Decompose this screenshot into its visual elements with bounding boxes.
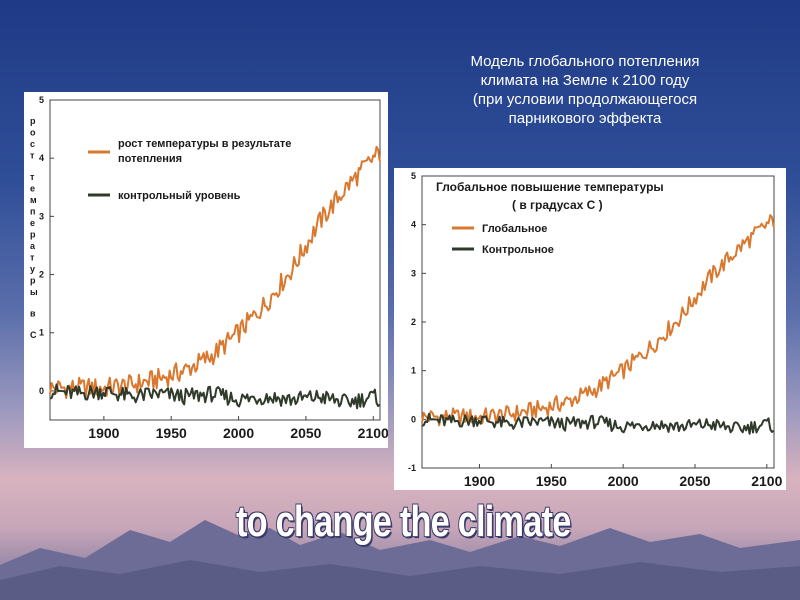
left-chart-x-ticks: 1900 1950 2000 2050 2100 bbox=[88, 416, 388, 441]
y-axis-label-char: т bbox=[30, 253, 35, 263]
x-tick-label: 1900 bbox=[464, 473, 495, 489]
right-chart: -1 0 1 2 3 4 5 1900 1950 2000 2050 2100 Глобальное… bbox=[408, 171, 783, 489]
right-chart-x-ticks: 1900 1950 2000 2050 2100 bbox=[464, 464, 783, 489]
y-axis-label-char: р bbox=[30, 116, 36, 126]
legend-label-control: Контрольное bbox=[482, 244, 554, 256]
legend-label-global: Глобальное bbox=[482, 223, 547, 235]
right-chart-panel: -1 0 1 2 3 4 5 1900 1950 2000 2050 2100 Глобальное… bbox=[394, 168, 786, 490]
series-line-warming bbox=[49, 145, 381, 400]
x-tick-label: 2000 bbox=[608, 473, 639, 489]
y-axis-label-char: е bbox=[30, 218, 35, 228]
y-tick-label: 4 bbox=[39, 153, 44, 163]
left-chart-legend: рост температуры в результате потепления… bbox=[88, 138, 291, 202]
y-axis-label-char: С bbox=[30, 330, 37, 340]
y-axis-label-char: т bbox=[30, 172, 35, 182]
right-chart-series bbox=[421, 214, 775, 435]
y-tick-label: -1 bbox=[408, 463, 416, 473]
x-tick-label: 2100 bbox=[751, 473, 782, 489]
series-line-control bbox=[421, 412, 775, 435]
x-tick-label: 1950 bbox=[156, 425, 187, 441]
y-axis-label-char: п bbox=[30, 207, 35, 217]
x-tick-label: 2000 bbox=[223, 425, 254, 441]
y-axis-label-char: м bbox=[30, 195, 37, 205]
y-axis-label-char: р bbox=[30, 276, 36, 286]
caption-line-3: (при условии продолжающегося bbox=[472, 91, 698, 108]
series-line-control bbox=[49, 383, 381, 410]
y-tick-label: 0 bbox=[411, 414, 416, 424]
right-chart-legend: Глобальное Контрольное bbox=[452, 223, 554, 256]
y-tick-label: 2 bbox=[411, 317, 416, 327]
y-tick-label: 2 bbox=[39, 270, 44, 280]
caption-line-4: парникового эффекта bbox=[508, 110, 662, 127]
x-tick-label: 1950 bbox=[536, 473, 567, 489]
x-tick-label: 2050 bbox=[679, 473, 710, 489]
x-tick-label: 2050 bbox=[290, 425, 321, 441]
legend-label-warming-line-1: рост температуры в результате bbox=[118, 138, 291, 150]
y-axis-label-char: е bbox=[30, 184, 35, 194]
slogan-text: to change the climate bbox=[236, 497, 571, 546]
y-tick-label: 5 bbox=[411, 171, 416, 181]
legend-label-control: контрольный уровень bbox=[118, 190, 241, 202]
x-tick-label: 2100 bbox=[358, 425, 388, 441]
y-axis-label-char: ы bbox=[30, 287, 38, 297]
y-tick-label: 3 bbox=[411, 268, 416, 278]
y-axis-label-char: в bbox=[30, 309, 36, 319]
legend-label-warming-line-2: потепления bbox=[118, 153, 182, 165]
caption-line-1: Модель глобального потепления bbox=[470, 53, 700, 70]
series-line-warming bbox=[421, 214, 775, 427]
right-chart-y-ticks: -1 0 1 2 3 4 5 bbox=[408, 171, 426, 473]
right-chart-subtitle: ( в градусах С ) bbox=[512, 198, 603, 212]
y-tick-label: 4 bbox=[411, 220, 416, 230]
y-axis-label-char: т bbox=[30, 151, 35, 161]
right-chart-title: Глобальное повышение температуры bbox=[436, 180, 664, 194]
x-tick-label: 1900 bbox=[88, 425, 119, 441]
plot-frame bbox=[49, 99, 381, 421]
y-axis-label-char: р bbox=[30, 230, 36, 240]
y-axis-label-char: о bbox=[30, 128, 36, 138]
y-axis-label-char: а bbox=[30, 241, 36, 251]
y-tick-label: 0 bbox=[39, 386, 44, 396]
y-tick-label: 1 bbox=[39, 328, 44, 338]
left-chart-axes bbox=[49, 99, 381, 421]
y-axis-label-char: у bbox=[30, 264, 35, 274]
left-chart-y-ticks: 0 1 2 3 4 5 bbox=[39, 95, 54, 396]
y-tick-label: 1 bbox=[411, 366, 416, 376]
slide-caption: Модель глобального потепления климата на… bbox=[418, 52, 752, 128]
mountains-image bbox=[0, 520, 800, 600]
left-chart-series bbox=[49, 145, 381, 410]
y-axis-label-char: с bbox=[30, 139, 35, 149]
y-tick-label: 3 bbox=[39, 211, 44, 221]
caption-line-2: климата на Земле к 2100 году bbox=[480, 72, 690, 89]
y-tick-label: 5 bbox=[39, 95, 44, 105]
